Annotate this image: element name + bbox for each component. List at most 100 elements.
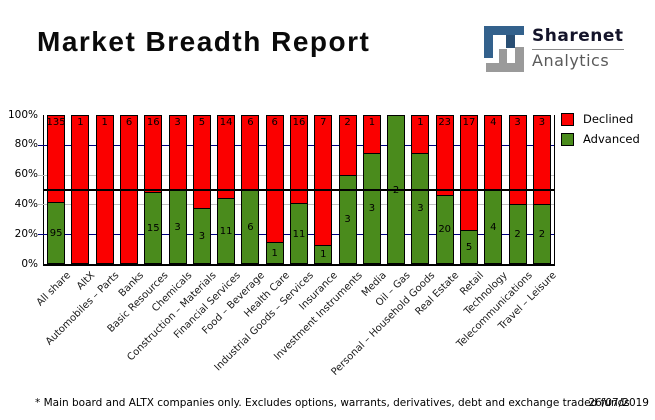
declined-segment: 16: [291, 116, 307, 204]
advanced-segment: 3: [193, 207, 210, 263]
advanced-value: 3: [368, 203, 376, 215]
legend-swatch-Declined: [561, 112, 574, 126]
y-tick-0%: 0%: [21, 257, 38, 270]
declined-value: 3: [174, 117, 181, 128]
advanced-segment: 1: [266, 242, 283, 263]
x-label-All share: All share: [34, 270, 73, 309]
declined-value: 16: [292, 117, 306, 128]
y-tick-80%: 80%: [14, 138, 38, 151]
footer-note: * Main board and ALTX companies only. Ex…: [35, 397, 630, 409]
advanced-segment: 3: [169, 189, 186, 263]
advanced-segment: 11: [291, 203, 307, 263]
advanced-value: 3: [417, 203, 424, 215]
logo-brand: Sharenet: [532, 26, 624, 50]
advanced-value: 3: [198, 230, 206, 242]
declined-segment: 6: [266, 116, 283, 242]
page-title: Market Breadth Report: [37, 26, 371, 57]
legend-label-Declined: Declined: [583, 112, 634, 126]
fifty-percent-line: [43, 189, 554, 191]
declined-segment: 5: [193, 116, 210, 208]
declined-value: 1: [368, 117, 376, 128]
declined-value: 7: [320, 117, 327, 128]
declined-segment: 3: [509, 116, 526, 205]
advanced-segment: 95: [48, 202, 65, 263]
y-tick-60%: 60%: [14, 168, 38, 181]
declined-segment: 3: [533, 116, 550, 205]
declined-value: 3: [514, 117, 521, 128]
advanced-segment: 6: [242, 189, 259, 263]
legend-label-Advanced: Advanced: [583, 132, 640, 146]
advanced-segment: 5: [461, 229, 477, 263]
bar-Travel – Leisure: 32: [532, 115, 551, 264]
advanced-segment: 3: [339, 174, 356, 263]
declined-value: 4: [490, 117, 497, 128]
declined-value: 23: [438, 117, 452, 128]
advanced-value: 2: [514, 229, 521, 241]
advanced-value: 2: [538, 229, 546, 241]
declined-segment: 1: [363, 116, 380, 153]
advanced-value: 1: [320, 249, 327, 261]
advanced-segment: 4: [485, 189, 502, 263]
advanced-value: 3: [174, 221, 181, 233]
advanced-value: 3: [344, 214, 351, 226]
legend-item-Declined: Declined: [561, 109, 640, 129]
advanced-value: 5: [465, 241, 473, 253]
advanced-segment: 11: [218, 198, 235, 263]
declined-segment: 4: [485, 116, 502, 190]
report-date: 26/07/2019: [588, 397, 649, 409]
declined-value: 1: [417, 117, 424, 128]
declined-value: 5: [198, 117, 206, 128]
advanced-value: 1: [271, 248, 278, 259]
declined-segment: 17: [461, 116, 477, 230]
declined-value: 2: [344, 117, 351, 128]
advanced-segment: 3: [363, 152, 380, 263]
legend-item-Advanced: Advanced: [561, 129, 640, 149]
advanced-value: 20: [438, 224, 452, 236]
advanced-segment: 1: [315, 244, 332, 263]
advanced-value: 95: [49, 228, 63, 240]
plot-area: 1359511616153353141166611611712313213232…: [38, 115, 555, 266]
bar-Real Estate: 23 20: [435, 115, 454, 264]
declined-value: 1: [101, 117, 108, 128]
y-tick-40%: 40%: [14, 197, 38, 210]
declined-value: 135: [46, 117, 66, 128]
declined-value: 14: [219, 117, 233, 128]
declined-value: 6: [247, 117, 254, 128]
logo-subtitle: Analytics: [532, 51, 610, 70]
sharenet-logo-icon: [484, 26, 524, 72]
advanced-value: 4: [490, 221, 497, 233]
advanced-segment: 20: [436, 194, 453, 263]
advanced-value: 15: [146, 222, 160, 234]
declined-segment: 6: [242, 116, 259, 190]
advanced-value: 6: [247, 221, 254, 233]
y-tick-100%: 100%: [7, 108, 38, 121]
advanced-segment: 2: [533, 204, 550, 263]
declined-segment: 2: [339, 116, 356, 175]
declined-value: 1: [77, 117, 84, 128]
sharenet-logo: Sharenet Analytics: [484, 26, 624, 72]
bar-Basic Resources: 16 15: [144, 115, 163, 264]
declined-value: 17: [462, 117, 476, 128]
chart-legend: Declined Advanced: [561, 109, 640, 149]
advanced-value: 11: [219, 226, 233, 238]
declined-value: 6: [271, 117, 278, 128]
declined-segment: 3: [169, 116, 186, 190]
declined-segment: 23: [436, 116, 453, 195]
declined-segment: 7: [315, 116, 332, 245]
legend-swatch-Advanced: [561, 132, 574, 146]
declined-segment: 16: [145, 116, 162, 192]
logo-text: Sharenet Analytics: [532, 26, 624, 71]
advanced-segment: 2: [509, 204, 526, 263]
declined-value: 3: [538, 117, 546, 128]
declined-value: 16: [146, 117, 160, 128]
declined-segment: 14: [218, 116, 235, 199]
declined-segment: 135: [46, 116, 66, 203]
advanced-segment: 3: [412, 152, 429, 263]
advanced-value: 11: [292, 228, 306, 240]
advanced-segment: 15: [145, 191, 162, 263]
declined-segment: 1: [412, 116, 429, 153]
